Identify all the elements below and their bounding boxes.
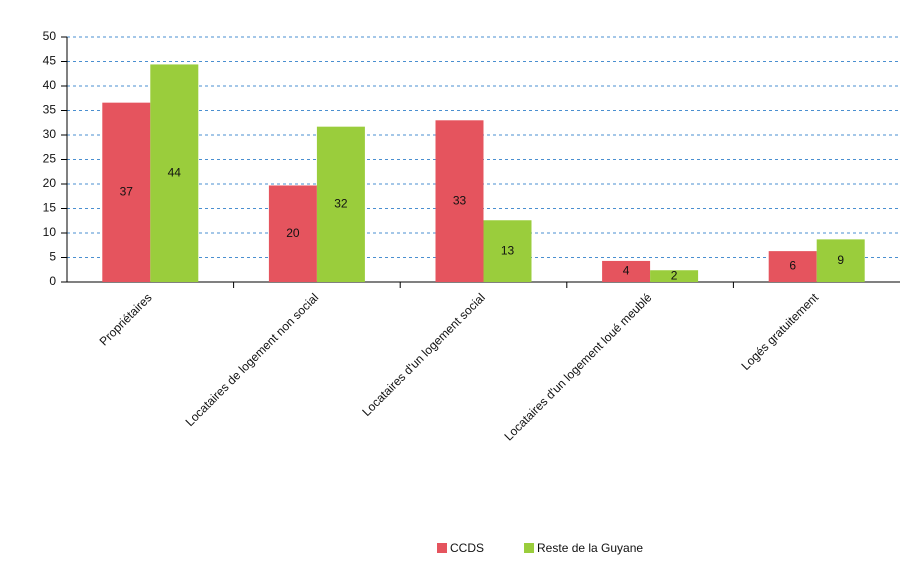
legend-label: Reste de la Guyane (537, 541, 643, 555)
x-tick-label: Logés gratuitement (739, 290, 822, 373)
y-tick-label: 45 (43, 54, 57, 68)
y-tick-label: 50 (43, 29, 57, 43)
bar (316, 126, 365, 282)
data-label: 37 (120, 185, 134, 199)
bar (650, 270, 699, 282)
y-tick-label: 15 (43, 201, 57, 215)
data-label: 44 (168, 165, 182, 179)
y-tick-label: 0 (49, 274, 56, 288)
y-tick-label: 35 (43, 103, 57, 117)
data-label: 4 (623, 264, 630, 278)
bar (268, 185, 317, 282)
data-label: 9 (837, 253, 844, 267)
data-label: 33 (453, 193, 467, 207)
bar (435, 120, 484, 282)
y-tick-label: 10 (43, 225, 57, 239)
bar (602, 260, 651, 282)
bar (150, 64, 199, 282)
data-label: 6 (789, 259, 796, 273)
x-tick-label: Locataires de logement non social (183, 290, 322, 429)
bar (483, 220, 532, 282)
data-label: 13 (501, 243, 515, 257)
data-label: 20 (286, 226, 300, 240)
x-tick-label: Locataires d'un logement social (359, 290, 488, 419)
y-tick-label: 20 (43, 176, 57, 190)
x-tick-label: Locataires d'un logement loué meublé (501, 290, 654, 443)
bar (102, 102, 151, 282)
legend-swatch (437, 543, 447, 553)
legend-swatch (524, 543, 535, 553)
bar (816, 239, 865, 282)
y-tick-label: 40 (43, 78, 57, 92)
data-label: 2 (671, 268, 678, 282)
x-tick-label: Propriétaires (97, 290, 155, 348)
y-tick-label: 5 (49, 250, 56, 264)
legend-label: CCDS (450, 541, 484, 555)
bar (768, 251, 817, 282)
data-label: 32 (334, 197, 348, 211)
y-tick-label: 25 (43, 152, 57, 166)
y-tick-label: 30 (43, 127, 57, 141)
